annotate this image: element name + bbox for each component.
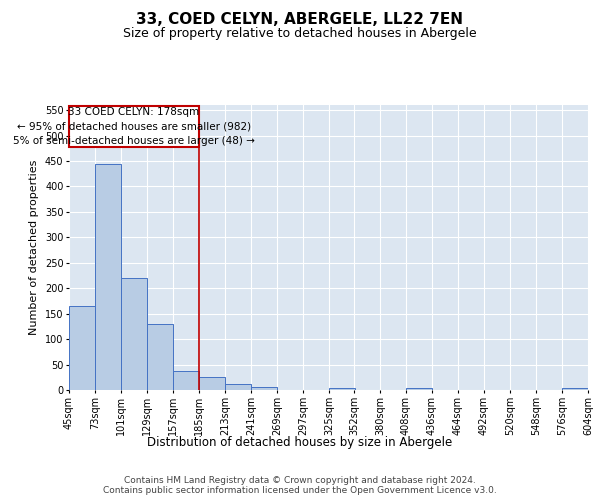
Text: 33, COED CELYN, ABERGELE, LL22 7EN: 33, COED CELYN, ABERGELE, LL22 7EN: [137, 12, 464, 28]
Bar: [173, 371, 199, 390]
Text: Distribution of detached houses by size in Abergele: Distribution of detached houses by size …: [148, 436, 452, 449]
Bar: [406, 388, 432, 390]
FancyBboxPatch shape: [69, 106, 199, 146]
Text: Size of property relative to detached houses in Abergele: Size of property relative to detached ho…: [123, 28, 477, 40]
Bar: [147, 324, 173, 390]
Text: Contains HM Land Registry data © Crown copyright and database right 2024.
Contai: Contains HM Land Registry data © Crown c…: [103, 476, 497, 495]
Bar: [251, 388, 277, 390]
Bar: [121, 278, 147, 390]
Text: 33 COED CELYN: 178sqm
← 95% of detached houses are smaller (982)
5% of semi-deta: 33 COED CELYN: 178sqm ← 95% of detached …: [13, 106, 255, 146]
Bar: [329, 388, 355, 390]
Bar: [69, 306, 95, 390]
Bar: [95, 164, 121, 390]
Bar: [225, 384, 251, 390]
Bar: [562, 388, 588, 390]
Bar: [199, 378, 224, 390]
Y-axis label: Number of detached properties: Number of detached properties: [29, 160, 39, 335]
